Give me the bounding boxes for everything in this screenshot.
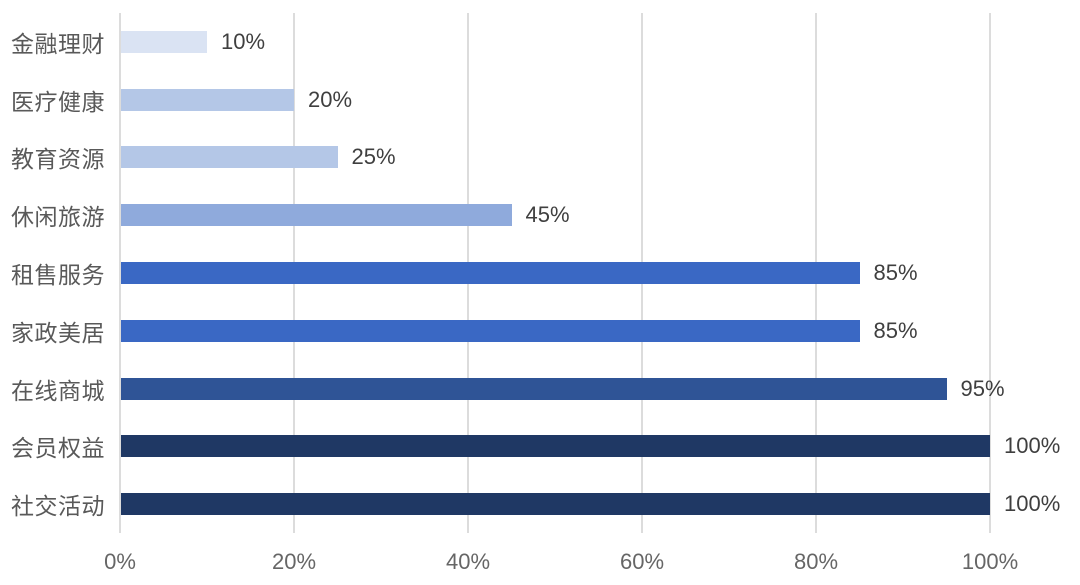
- bar: [121, 146, 338, 169]
- value-label: 85%: [873, 317, 918, 343]
- bar: [121, 30, 207, 53]
- bar: [121, 204, 512, 227]
- category-label: 会员权益: [11, 435, 105, 462]
- x-axis-tick-label: 80%: [793, 549, 839, 574]
- category-label: 租售服务: [11, 261, 105, 288]
- x-axis-tick-label: 100%: [961, 549, 1019, 574]
- x-axis-tick-label: 0%: [104, 549, 136, 574]
- value-label: 100%: [1004, 433, 1061, 459]
- category-label: 金融理财: [11, 30, 105, 57]
- x-axis-tick-label: 60%: [619, 549, 665, 574]
- value-label: 45%: [525, 202, 570, 228]
- x-axis-tick-label: 20%: [271, 549, 317, 574]
- bar: [121, 435, 990, 458]
- category-label: 医疗健康: [11, 88, 105, 115]
- category-label: 在线商城: [11, 377, 105, 404]
- bar: [121, 319, 860, 342]
- bar: [121, 262, 860, 284]
- value-label: 95%: [960, 375, 1005, 401]
- value-label: 10%: [221, 28, 266, 54]
- bar: [121, 88, 294, 111]
- value-label: 20%: [308, 86, 353, 112]
- value-label: 85%: [873, 260, 918, 285]
- bar: [121, 493, 990, 516]
- gridline: [119, 13, 121, 533]
- x-axis-tick-label: 40%: [445, 549, 491, 574]
- category-label: 家政美居: [11, 319, 105, 346]
- category-label: 休闲旅游: [11, 204, 105, 231]
- value-label: 25%: [351, 144, 396, 170]
- value-label: 100%: [1004, 491, 1061, 517]
- category-label: 社交活动: [11, 493, 105, 520]
- gridline: [989, 13, 991, 533]
- bar: [121, 377, 947, 400]
- category-label: 教育资源: [11, 146, 105, 173]
